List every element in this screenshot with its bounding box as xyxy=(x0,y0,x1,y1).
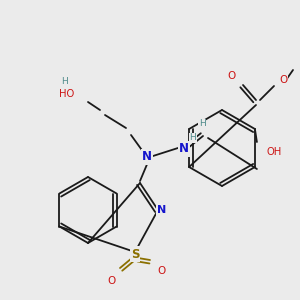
Text: HO: HO xyxy=(59,89,74,99)
Text: OH: OH xyxy=(267,147,282,157)
Text: O: O xyxy=(228,71,236,81)
Text: H: H xyxy=(190,134,196,142)
Text: H: H xyxy=(199,119,206,128)
Text: O: O xyxy=(107,276,115,286)
Text: N: N xyxy=(179,142,189,155)
Text: N: N xyxy=(142,151,152,164)
Text: O: O xyxy=(157,266,165,276)
Text: S: S xyxy=(131,248,139,260)
Text: N: N xyxy=(158,205,166,215)
Text: H: H xyxy=(61,77,68,86)
Text: O: O xyxy=(279,75,287,85)
